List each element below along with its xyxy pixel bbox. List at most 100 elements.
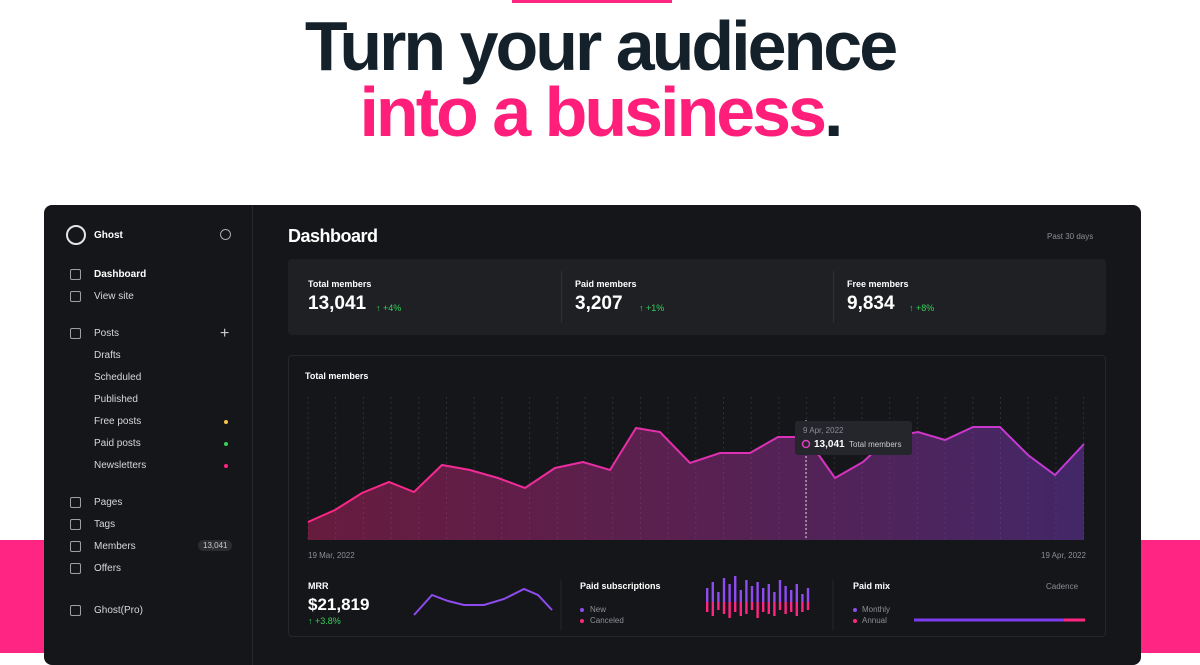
nav-item[interactable]: Paid posts	[94, 438, 141, 449]
bar-new	[762, 588, 765, 602]
stat-label: Free members	[847, 279, 909, 289]
nav-item[interactable]: Pages	[94, 497, 123, 508]
tooltip-date: 9 Apr, 2022	[803, 426, 844, 435]
legend: New	[590, 605, 607, 614]
bar-new	[806, 588, 810, 602]
nav-item[interactable]: Free posts	[94, 416, 142, 427]
dot	[224, 420, 228, 424]
headline-pink: into a business	[359, 73, 827, 151]
legend: Annual	[862, 616, 887, 625]
bar-canceled	[739, 602, 742, 616]
bar-canceled	[722, 602, 726, 614]
top-accent	[512, 0, 672, 3]
tooltip-dot	[801, 439, 811, 449]
app-panel: Ghost Dashboard View site Posts + Drafts…	[44, 205, 1141, 665]
stat-divider	[833, 271, 834, 323]
bar-new	[722, 578, 726, 602]
delta-text: +8%	[916, 303, 935, 313]
icon	[70, 328, 81, 339]
bar-canceled	[801, 602, 804, 612]
icon	[70, 269, 81, 280]
legend: Canceled	[590, 616, 624, 625]
bar-new	[801, 594, 804, 602]
stat-value: 13,041	[308, 293, 367, 314]
dot	[224, 442, 228, 446]
icon	[70, 291, 81, 302]
nav-item[interactable]: Drafts	[94, 350, 121, 361]
bar-new	[728, 584, 731, 602]
mix-title: Paid mix	[853, 581, 891, 591]
nav-item[interactable]: Scheduled	[94, 372, 142, 383]
area	[308, 427, 1084, 540]
bar-new	[756, 582, 759, 602]
delta-text: +4%	[383, 303, 402, 313]
range-select[interactable]: Past 30 days	[1047, 232, 1094, 241]
legend: Monthly	[862, 605, 891, 614]
bar-canceled	[745, 602, 748, 614]
bar-canceled	[750, 602, 754, 610]
bar-new	[767, 584, 770, 602]
nav-item[interactable]: Tags	[94, 519, 116, 530]
nav-item[interactable]: Posts	[94, 328, 120, 339]
bar-new	[734, 576, 737, 602]
brand: Ghost	[94, 230, 123, 241]
bar-new	[795, 584, 798, 602]
icon	[70, 541, 81, 552]
stats-box	[288, 259, 1106, 335]
nav-item[interactable]: Published	[94, 394, 138, 405]
nav-item[interactable]: View site	[94, 291, 134, 302]
nav-item[interactable]: Newsletters	[94, 460, 147, 471]
mrr-label: MRR	[308, 581, 329, 591]
tooltip-value: 13,041	[814, 439, 845, 450]
stat-delta: ↑ +4%	[376, 303, 402, 313]
stat-value: 9,834	[847, 293, 895, 314]
bar-canceled	[767, 602, 770, 614]
chart	[307, 397, 1085, 630]
sidebar-divider	[252, 205, 253, 665]
bar-canceled	[734, 602, 737, 612]
x-start: 19 Mar, 2022	[308, 551, 355, 560]
search-icon[interactable]	[220, 229, 231, 240]
line	[307, 426, 1085, 523]
bar-new	[778, 580, 782, 602]
stat-divider	[561, 271, 562, 323]
stat-delta: ↑ +1%	[639, 303, 665, 313]
stat-label: Total members	[308, 279, 372, 289]
bar-canceled	[756, 602, 759, 618]
x-end: 19 Apr, 2022	[1041, 551, 1086, 560]
headline-2: into a business.	[0, 72, 1200, 152]
bar-new	[717, 592, 720, 602]
icon	[70, 605, 81, 616]
nav-item[interactable]: Dashboard	[94, 269, 147, 280]
bar-new	[706, 588, 709, 602]
mrr-line	[413, 587, 553, 616]
dot	[580, 619, 584, 623]
tooltip-label: Total members	[849, 440, 902, 449]
tooltip	[795, 421, 912, 455]
nav-item[interactable]: Members	[94, 541, 136, 552]
bar-new	[750, 586, 754, 602]
icon	[70, 563, 81, 574]
headline-1: Turn your audience	[304, 7, 898, 85]
bar-canceled	[762, 602, 765, 612]
dashboard-title: Dashboard	[288, 226, 378, 246]
stat-value: 3,207	[575, 293, 623, 314]
nav-item[interactable]: Offers	[94, 563, 122, 574]
dot	[580, 608, 584, 612]
bar-new	[773, 592, 776, 602]
members-badge: 13,041	[198, 540, 233, 551]
dot	[853, 619, 857, 623]
dot	[853, 608, 857, 612]
bar-canceled	[806, 602, 810, 610]
bar-canceled	[778, 602, 782, 610]
mrr-value: $21,819	[308, 595, 370, 614]
chart-box	[288, 355, 1106, 637]
bar-canceled	[711, 602, 714, 616]
icon	[70, 519, 81, 530]
bar-canceled	[795, 602, 798, 616]
nav-item[interactable]: Ghost(Pro)	[94, 605, 143, 616]
add-icon[interactable]: +	[220, 325, 230, 342]
chart-title: Total members	[305, 371, 369, 381]
bar-new	[711, 582, 714, 602]
cadence-select[interactable]: Cadence	[1046, 582, 1079, 591]
